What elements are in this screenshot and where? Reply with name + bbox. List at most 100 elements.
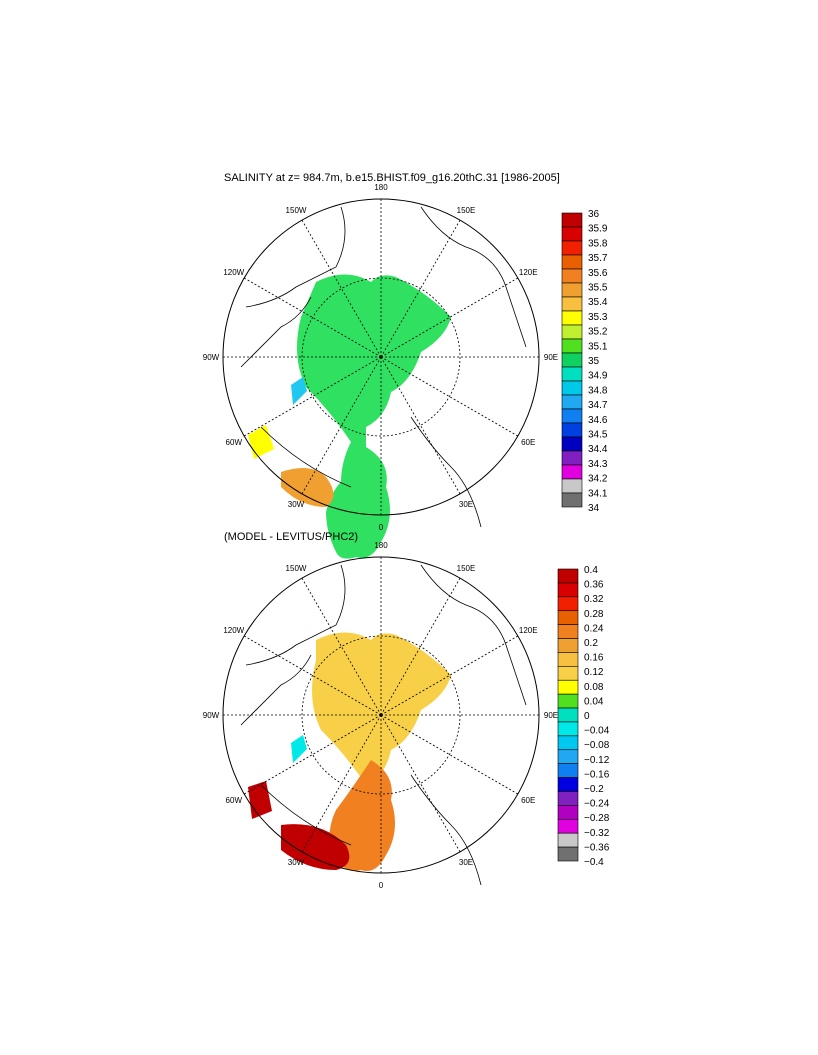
longitude-label: 30W: [288, 858, 305, 867]
colorbar-swatch: [561, 282, 583, 298]
colorbar-tick-label: −0.24: [584, 799, 610, 810]
polar-map-2: 180 150E 120E 90E 60E 30E 0 30W 60W 90W 120W 150W: [203, 541, 558, 890]
colorbar-swatch: [557, 735, 579, 751]
latitude-circle: [301, 277, 461, 437]
colorbar-tick-label: −0.32: [584, 828, 610, 839]
longitude-label: 90W: [203, 353, 220, 362]
colorbar-tick-label: 34.1: [588, 488, 608, 499]
colorbar-tick-label: 35.9: [588, 224, 608, 235]
colorbar-swatch: [561, 366, 583, 382]
colorbar-tick-label: 0.4: [584, 565, 598, 576]
colorbar-tick-label: −0.2: [584, 784, 604, 795]
colorbar-tick-label: 0.12: [584, 667, 604, 678]
meridian-line: [301, 714, 382, 853]
longitude-label: 30W: [288, 500, 305, 509]
colorbar-tick-label: 35.3: [588, 312, 608, 323]
colorbar-tick-label: 35.4: [588, 297, 608, 308]
coastline: [260, 426, 352, 488]
colorbar-tick-label: 35.1: [588, 341, 608, 352]
longitude-label: 90W: [203, 711, 220, 720]
colorbar-1: 36 35.9 35.8 35.7 35.6 35.5 35.4 35.3 35.2 35.1 35…: [561, 209, 608, 514]
longitude-label: 90E: [544, 711, 558, 720]
colorbar-tick-label: −0.04: [584, 726, 610, 737]
colorbar-swatch: [561, 436, 583, 452]
longitude-label: 150E: [457, 206, 476, 215]
colorbar-tick-label: −0.08: [584, 740, 610, 751]
colorbar-swatch: [557, 791, 579, 806]
longitude-label: 120W: [223, 626, 244, 635]
colorbar-swatch: [557, 749, 579, 764]
colorbar-2: 0.4 0.36 0.32 0.28 0.24 0.2 0.16 0.12 0.08 0.04 0 −…: [557, 565, 610, 868]
north-atlantic-region: [281, 468, 334, 507]
colorbar-tick-label: 34.6: [588, 415, 608, 426]
colorbar-swatch: [557, 582, 579, 598]
arctic-basin-region: [297, 274, 451, 559]
colorbar-swatch: [561, 380, 583, 396]
colorbar-tick-label: 0.24: [584, 623, 604, 634]
colorbar-tick-label: 34.2: [588, 474, 608, 485]
coastline: [420, 206, 527, 348]
colorbar-tick-label: −0.28: [584, 813, 610, 824]
colorbar-swatch: [561, 422, 583, 438]
colorbar-tick-label: 0.2: [584, 638, 598, 649]
colorbar-swatch: [557, 707, 579, 723]
colorbar-tick-label: 34.5: [588, 430, 608, 441]
colorbar-tick-label: −0.4: [584, 857, 604, 868]
coastline: [240, 654, 312, 726]
colorbar-swatch: [561, 394, 583, 410]
baffin-bay-region: [291, 377, 307, 405]
colorbar-swatch: [557, 568, 579, 584]
longitude-label: 150W: [286, 206, 307, 215]
longitude-label: 60E: [521, 438, 535, 447]
longitude-label: 30E: [459, 858, 473, 867]
colorbar-tick-label: 35.6: [588, 268, 608, 279]
colorbar-swatch: [557, 846, 579, 862]
meridian-line: [243, 356, 382, 437]
panel-1-title: SALINITY at z= 984.7m, b.e15.BHIST.f09_g…: [224, 172, 560, 184]
colorbar-tick-label: −0.36: [584, 842, 610, 853]
colorbar-tick-label: 35: [588, 356, 600, 367]
meridian-line: [380, 714, 461, 853]
labrador-sea-region: [248, 425, 274, 459]
meridian-line: [301, 356, 382, 495]
longitude-label: 90E: [544, 353, 558, 362]
colorbar-tick-label: 0.08: [584, 682, 604, 693]
colorbar-swatch: [561, 352, 583, 368]
colorbar-swatch: [557, 610, 579, 625]
colorbar-swatch: [561, 212, 583, 228]
colorbar-swatch: [557, 832, 579, 848]
coastline: [240, 296, 312, 368]
longitude-label: 180: [374, 541, 388, 550]
longitude-label: 0: [379, 881, 384, 890]
colorbar-swatch: [561, 450, 583, 466]
meridian-line: [380, 356, 461, 495]
meridian-line: [243, 277, 382, 358]
longitude-label: 120E: [519, 268, 538, 277]
colorbar-tick-label: 0.36: [584, 580, 604, 591]
colorbar-swatch: [557, 652, 579, 667]
colorbar-tick-label: 0.32: [584, 594, 604, 605]
colorbar-swatch: [557, 818, 579, 834]
colorbar-swatch: [561, 478, 583, 494]
colorbar-tick-label: 34.4: [588, 444, 608, 455]
panel-2-title: (MODEL - LEVITUS/PHC2): [224, 531, 359, 543]
colorbar-swatch: [557, 693, 579, 709]
longitude-label: 60E: [521, 796, 535, 805]
longitude-label: 0: [379, 523, 384, 532]
colorbar-tick-label: 34.8: [588, 385, 608, 396]
colorbar-tick-label: 34: [588, 503, 600, 514]
longitude-label: 120W: [223, 268, 244, 277]
colorbar-tick-label: 0: [584, 711, 590, 722]
colorbar-tick-label: 35.2: [588, 327, 608, 338]
colorbar-tick-label: 0.28: [584, 609, 604, 620]
colorbar-tick-label: −0.16: [584, 769, 610, 780]
meridian-line: [243, 714, 382, 795]
colorbar-swatch: [557, 596, 579, 612]
colorbar-swatch: [557, 805, 579, 820]
colorbar-tick-label: 34.9: [588, 371, 608, 382]
colorbar-swatch: [561, 240, 583, 256]
arctic-basin-diff-region: [312, 632, 451, 785]
colorbar-swatch: [557, 638, 579, 653]
baffin-bay-diff-region: [291, 735, 307, 763]
map-boundary: [222, 198, 540, 516]
